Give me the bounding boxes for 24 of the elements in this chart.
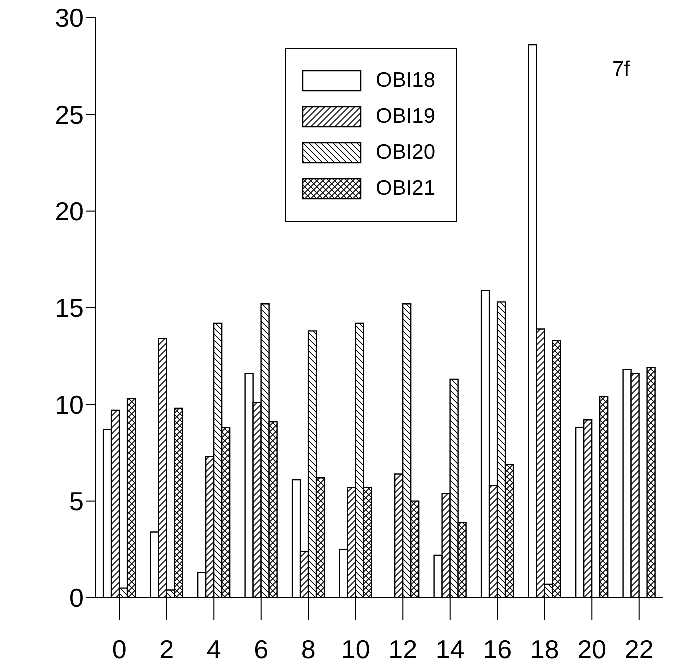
x-tick-label: 14	[436, 634, 465, 664]
y-tick-label: 30	[55, 3, 84, 34]
x-tick-label: 4	[206, 634, 222, 664]
x-tick-label: 8	[301, 634, 316, 664]
legend-label: OBI21	[376, 177, 436, 201]
x-tick-label: 10	[341, 634, 370, 664]
x-tick-label: 16	[483, 634, 512, 664]
x-tick-label: 2	[160, 634, 174, 664]
x-tick-label: 18	[530, 634, 560, 664]
x-tick-label: 22	[624, 634, 654, 664]
legend-label: OBI18	[376, 69, 436, 93]
y-tick-label: 20	[55, 196, 84, 227]
legend-label: OBI19	[376, 105, 436, 129]
y-tick-label: 5	[70, 486, 84, 517]
x-tick-label: 12	[388, 634, 418, 664]
x-tick-label: 20	[578, 634, 607, 664]
y-tick-label: 25	[55, 100, 84, 130]
y-tick-label: 15	[55, 293, 84, 324]
y-tick-label: 10	[55, 390, 84, 420]
x-tick-label: 0	[112, 634, 127, 664]
legend-label: OBI20	[376, 141, 436, 165]
panel-label: 7f	[612, 58, 630, 82]
x-tick-label: 6	[254, 634, 269, 664]
y-tick-label: 0	[70, 583, 84, 614]
